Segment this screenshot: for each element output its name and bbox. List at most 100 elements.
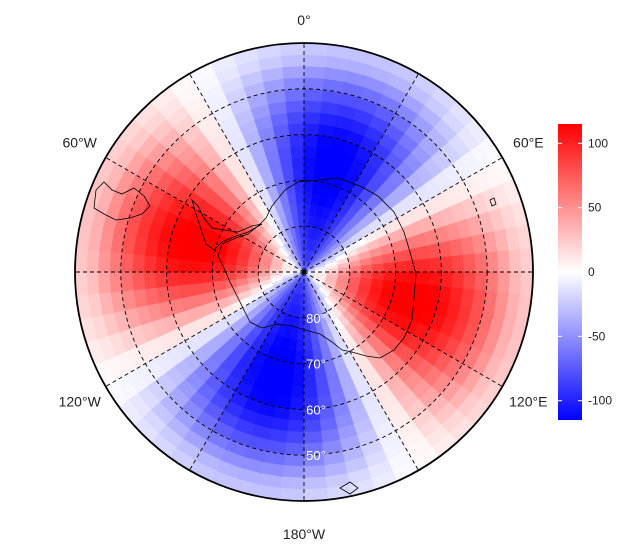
field-cell	[143, 271, 157, 290]
field-cell	[428, 257, 442, 273]
island-1	[339, 481, 359, 495]
field-cell	[284, 88, 305, 102]
field-cell	[97, 250, 111, 273]
field-cell	[282, 65, 305, 79]
colorbar-tick-label: -100	[588, 394, 612, 408]
longitude-label: 60°E	[513, 135, 544, 151]
field-cell	[166, 257, 180, 273]
field-cell	[286, 111, 305, 125]
field-cell	[282, 465, 305, 479]
colorbar: 100 50 0 -50 -100	[558, 124, 612, 420]
field-cell	[246, 271, 259, 279]
field-cell	[189, 271, 202, 285]
field-cell	[120, 252, 134, 273]
field-cell	[86, 271, 100, 296]
field-cell	[86, 248, 100, 273]
field-cell	[223, 271, 237, 281]
field-cell	[291, 157, 305, 170]
latitude-label: 50°	[306, 448, 326, 463]
field-cell	[440, 256, 454, 273]
longitude-labels: 0° 60°E 120°E 180°W 120°W 60°W	[59, 12, 548, 542]
field-cell	[120, 271, 134, 292]
colorbar-tick-label: -50	[588, 329, 606, 343]
field-cell	[292, 362, 305, 376]
field-cell	[154, 271, 168, 288]
field-cell	[75, 271, 88, 297]
longitude-label: 0°	[297, 12, 310, 28]
field-cell	[394, 260, 408, 273]
latitude-labels: 80° 70° 60° 50°	[306, 311, 326, 463]
field-cell	[303, 385, 318, 399]
field-cell	[451, 271, 465, 290]
field-cell	[292, 168, 305, 182]
field-cell	[257, 271, 271, 278]
field-cell	[508, 271, 522, 296]
field-cell	[288, 122, 305, 136]
field-cell	[280, 54, 305, 68]
colorbar-tick-label: 0	[588, 265, 595, 279]
field-cell	[497, 271, 511, 294]
field-cell	[520, 247, 533, 273]
meridian-line	[105, 271, 305, 387]
field-cell	[303, 465, 326, 479]
field-cell	[371, 263, 385, 273]
field-cell	[303, 339, 313, 353]
field-cell	[279, 157, 294, 172]
map-boundary	[74, 42, 534, 502]
field-cell	[508, 248, 522, 273]
field-cell	[212, 271, 225, 282]
field-cell	[474, 271, 488, 292]
field-cell	[303, 476, 328, 490]
longitude-label: 120°W	[59, 394, 102, 410]
field-cell	[177, 271, 191, 286]
field-cell	[303, 134, 319, 148]
field-cell	[314, 372, 329, 387]
field-cell	[303, 374, 317, 387]
meridian-line	[303, 73, 419, 273]
colorbar-tick-label: 50	[588, 201, 602, 215]
graticule	[75, 43, 533, 501]
field-cell	[406, 271, 419, 285]
field-cell	[497, 250, 511, 273]
colorbar-tick-label: 100	[588, 136, 608, 150]
field-cell	[404, 247, 419, 262]
field-cell	[280, 476, 305, 490]
coastline	[93, 177, 497, 495]
field-cell	[200, 260, 214, 273]
field-cell	[383, 262, 396, 273]
field-cell	[108, 271, 123, 293]
field-cell	[284, 442, 305, 456]
field-cell	[296, 202, 305, 216]
longitude-label: 120°E	[509, 394, 547, 410]
field-cell	[520, 271, 533, 297]
field-cell	[285, 99, 305, 113]
latitude-label: 60°	[306, 402, 326, 417]
parallel-line	[166, 134, 442, 410]
meridian-line	[189, 271, 305, 471]
field-cell	[97, 271, 111, 294]
field-cell	[290, 145, 305, 159]
field-cell	[303, 43, 329, 56]
latitude-label: 70°	[306, 357, 326, 372]
field-cell	[428, 271, 442, 287]
antarctic-peninsula	[191, 198, 263, 251]
field-cell	[303, 145, 318, 159]
field-cell	[440, 271, 454, 288]
field-cell	[394, 271, 408, 284]
field-cell	[143, 254, 157, 273]
field-cell	[189, 259, 202, 273]
longitude-label: 60°W	[63, 135, 98, 151]
field-cell	[297, 214, 305, 227]
field-cell	[166, 271, 180, 287]
field-cell	[417, 271, 431, 286]
field-cell	[234, 271, 248, 280]
field-cell	[285, 431, 305, 445]
field-cell	[303, 431, 323, 445]
field-cell	[201, 281, 215, 294]
field-cell	[279, 43, 305, 56]
field-cell	[337, 266, 351, 273]
field-cell	[451, 254, 465, 273]
field-cell	[131, 271, 145, 291]
field-cell	[303, 54, 328, 68]
